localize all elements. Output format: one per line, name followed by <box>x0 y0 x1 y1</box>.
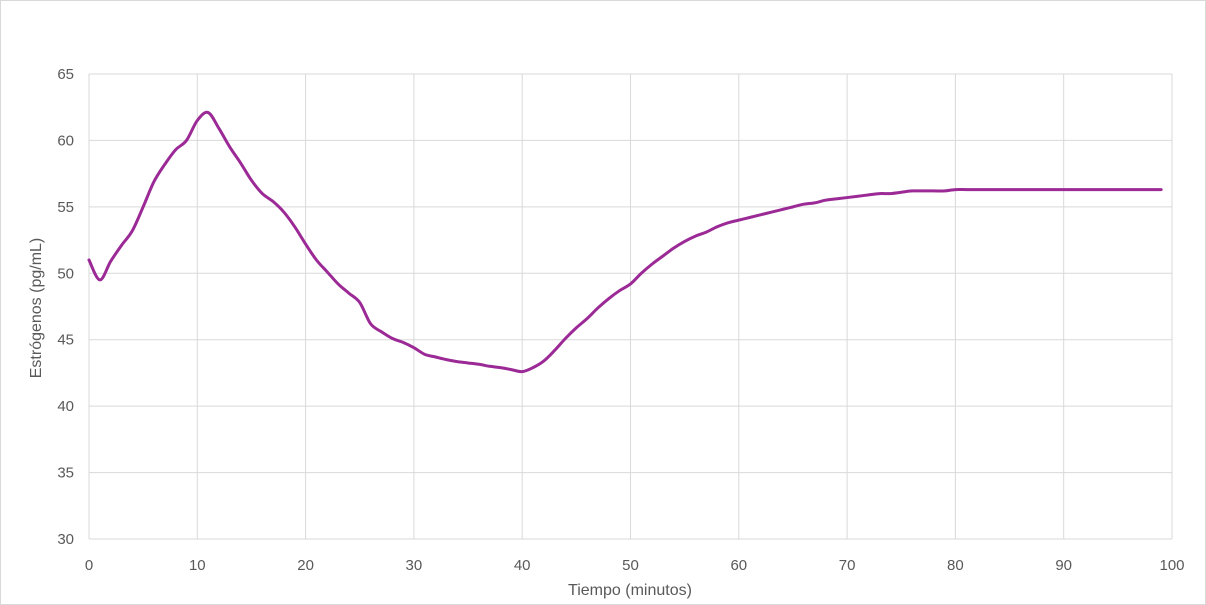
x-axis-title: Tiempo (minutos) <box>568 582 692 599</box>
y-tick-label: 50 <box>57 265 74 282</box>
y-tick-label: 65 <box>57 66 74 83</box>
x-tick-label: 90 <box>1055 557 1072 574</box>
y-tick-label: 40 <box>57 398 74 415</box>
x-tick-label: 20 <box>297 557 314 574</box>
x-tick-label: 100 <box>1159 557 1184 574</box>
x-tick-label: 40 <box>514 557 531 574</box>
y-axis-title: Estrógenos (pg/mL) <box>28 238 45 379</box>
x-tick-label: 10 <box>189 557 206 574</box>
x-tick-label: 60 <box>730 557 747 574</box>
x-tick-label: 70 <box>839 557 856 574</box>
y-axis-ticks: 30 35 40 45 50 55 60 65 <box>57 66 74 548</box>
x-axis-ticks: 0 10 20 30 40 50 60 70 80 90 100 <box>85 557 1185 574</box>
y-tick-label: 45 <box>57 332 74 349</box>
y-tick-label: 35 <box>57 465 74 482</box>
series-line <box>87 110 1163 374</box>
x-tick-label: 30 <box>406 557 423 574</box>
x-tick-label: 50 <box>622 557 639 574</box>
x-tick-label: 0 <box>85 557 93 574</box>
gridlines <box>88 73 1173 540</box>
y-tick-label: 30 <box>57 531 74 548</box>
y-tick-label: 60 <box>57 132 74 149</box>
series-group <box>87 110 1163 374</box>
y-tick-label: 55 <box>57 199 74 216</box>
x-tick-label: 80 <box>947 557 964 574</box>
